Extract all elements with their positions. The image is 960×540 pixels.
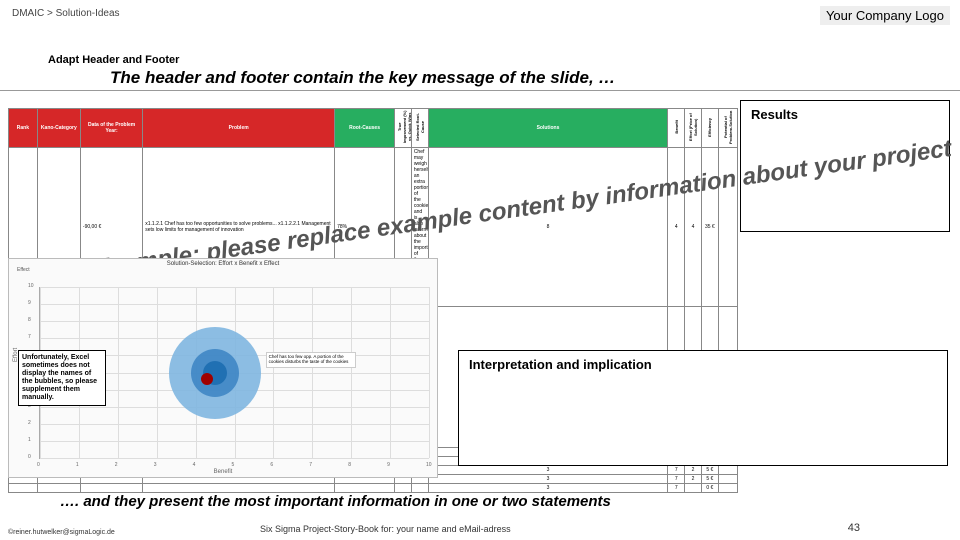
table-cell: 5 € [701, 466, 718, 475]
table-header: Benefit [668, 109, 685, 148]
footer-message: …. and they present the most important i… [60, 493, 611, 510]
table-header: Selected Root-Cause [411, 109, 428, 148]
table-cell [80, 484, 142, 493]
table-cell [395, 484, 412, 493]
x-axis-label: Benefit [214, 469, 233, 475]
table-cell: 3 [428, 475, 668, 484]
table-header: Rank [9, 109, 38, 148]
header-line1: Adapt Header and Footer [48, 54, 179, 66]
results-title: Results [751, 107, 798, 122]
chart-title: Solution-Selection: Effort x Benefit x E… [9, 259, 437, 267]
table-header: Efficiency [701, 109, 718, 148]
footer-center: Six Sigma Project-Story-Book for: your n… [260, 524, 511, 534]
bubble-label: Chef has too few opp. A portion of the c… [266, 352, 356, 368]
breadcrumb: DMAIC > Solution-Ideas [12, 8, 120, 19]
table-header: Effort (Price of Solution) [685, 109, 702, 148]
table-cell: 7 [668, 475, 685, 484]
table-header: Data of the Problem Year: [80, 109, 142, 148]
page-number: 43 [848, 522, 860, 534]
chart-note-box: Unfortunately, Excel sometimes does not … [18, 350, 106, 406]
interpretation-title: Interpretation and implication [469, 357, 652, 372]
table-cell: 7 [668, 466, 685, 475]
table-cell: 3 [428, 484, 668, 493]
interpretation-box: Interpretation and implication [458, 350, 948, 466]
table-cell [9, 484, 38, 493]
company-logo: Your Company Logo [820, 6, 950, 25]
header-rule [0, 90, 960, 91]
table-cell: 0 € [701, 484, 718, 493]
table-header: Problem [143, 109, 335, 148]
table-cell [335, 484, 395, 493]
table-cell: 7 [668, 484, 685, 493]
table-cell: 2 [685, 466, 702, 475]
table-cell [143, 484, 335, 493]
table-header: Kano-Category [37, 109, 80, 148]
table-cell: 5 € [701, 475, 718, 484]
table-header: Potential of Problem-Solution [718, 109, 737, 148]
chart-sub: Effect [9, 267, 437, 273]
copyright: ©reiner.hutwelker@sigmaLogic.de [8, 529, 115, 536]
table-cell [411, 484, 428, 493]
table-cell: 2 [685, 475, 702, 484]
table-cell [685, 484, 702, 493]
table-header: Solutions [428, 109, 668, 148]
table-header: True Improvement (%) vs. Quick Wins [395, 109, 412, 148]
table-header: Root-Causes [335, 109, 395, 148]
header-line2: The header and footer contain the key me… [110, 68, 615, 88]
table-row: 37 0 € [9, 484, 738, 493]
table-cell: 3 [428, 466, 668, 475]
table-cell [37, 484, 80, 493]
